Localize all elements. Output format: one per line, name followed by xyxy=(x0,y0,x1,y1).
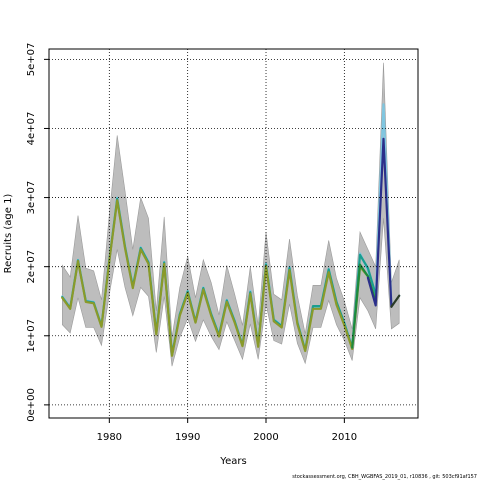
plot-frame xyxy=(48,48,419,419)
footer-text: stockassessment.org, CBH_WGBFAS_2019_01,… xyxy=(292,474,477,480)
y-tick-label: 3e+07 xyxy=(26,181,37,215)
y-axis: 0e+00 1e+07 2e+07 3e+07 4e+07 5e+07 xyxy=(26,43,49,422)
x-axis: 1980 1990 2000 2010 xyxy=(97,418,357,443)
confidence-band xyxy=(61,62,400,367)
x-tick-label: 1990 xyxy=(175,432,200,443)
grid-layer xyxy=(49,49,418,418)
x-axis-title: Years xyxy=(219,456,246,467)
series-line-5 xyxy=(366,137,393,308)
y-tick-label: 1e+07 xyxy=(26,319,37,353)
x-tick-label: 2010 xyxy=(332,432,357,443)
x-tick-label: 1980 xyxy=(97,432,122,443)
confidence-band-layer xyxy=(61,62,400,367)
series-line-3 xyxy=(61,199,377,357)
y-tick-label: 0e+00 xyxy=(26,388,37,422)
y-tick-label: 5e+07 xyxy=(26,43,37,77)
y-tick-label: 2e+07 xyxy=(26,250,37,284)
y-axis-title: Recruits (age 1) xyxy=(3,194,14,274)
series-layer xyxy=(61,103,401,357)
y-tick-label: 4e+07 xyxy=(26,112,37,146)
series-line-6 xyxy=(390,294,401,308)
x-tick-label: 2000 xyxy=(253,432,278,443)
